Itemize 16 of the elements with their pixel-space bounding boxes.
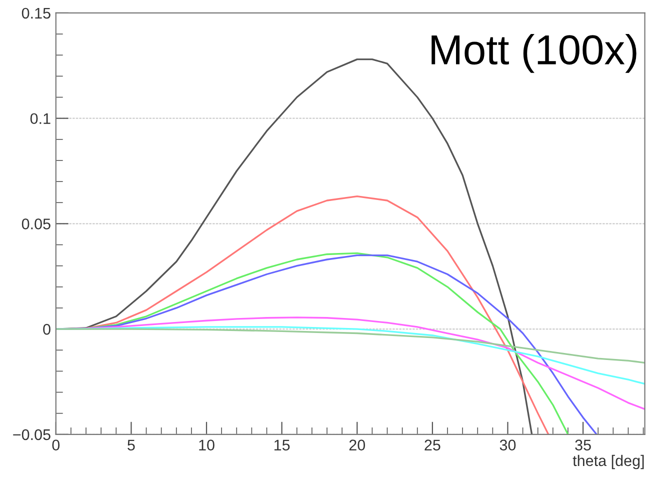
line-series bbox=[56, 328, 645, 364]
x-tick-label: 5 bbox=[128, 440, 135, 450]
x-tick-label: 10 bbox=[199, 440, 214, 450]
x-tick-label: 0 bbox=[52, 440, 60, 450]
y-tick-label: 0.15 bbox=[22, 8, 50, 19]
y-tick-label: 0 bbox=[43, 324, 50, 335]
x-tick-label: 20 bbox=[349, 440, 366, 450]
x-tick-label: 15 bbox=[274, 440, 290, 450]
y-tick-label: −0.05 bbox=[13, 429, 50, 440]
y-tick-label: 0.05 bbox=[22, 218, 50, 230]
x-tick-label: 35 bbox=[575, 440, 591, 450]
x-axis-title: theta [deg] bbox=[572, 454, 644, 470]
x-tick-label: 30 bbox=[500, 440, 516, 450]
annotation: Mott (100x) bbox=[432, 34, 636, 73]
x-tick-label: 25 bbox=[424, 440, 440, 450]
y-tick-label: 0.1 bbox=[30, 113, 50, 124]
